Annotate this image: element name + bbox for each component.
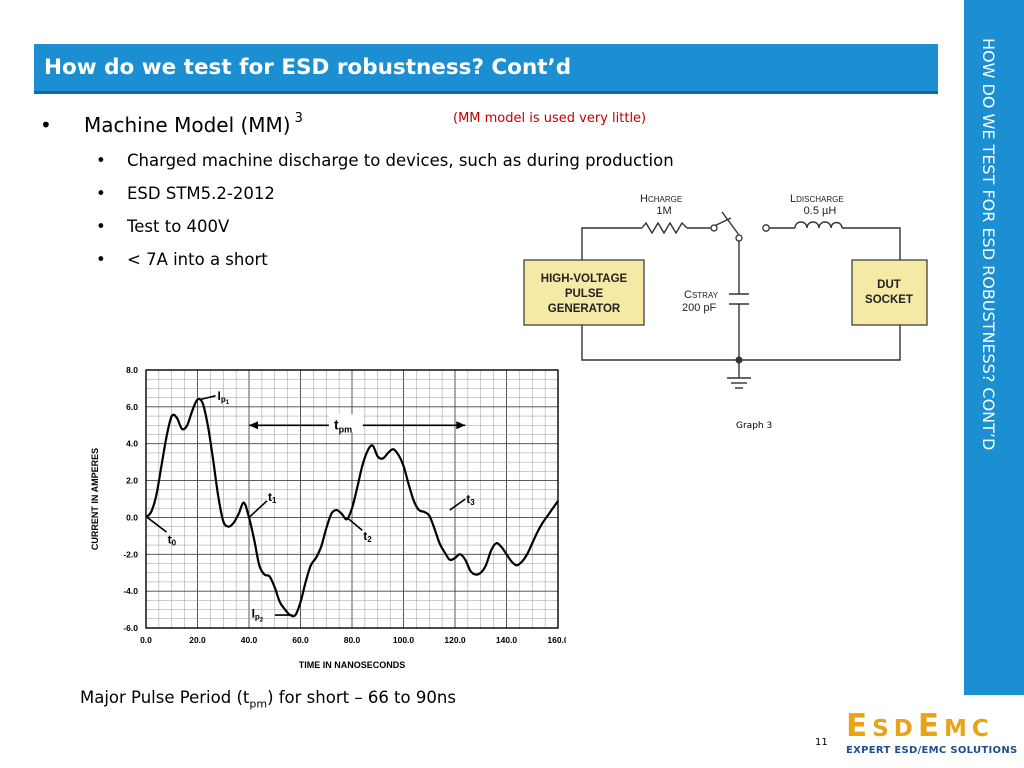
t2-label: t2 bbox=[363, 529, 372, 544]
c-stray-label: CSTRAY bbox=[684, 289, 719, 301]
l-discharge-value: 0.5 µH bbox=[804, 205, 837, 217]
x-tick-label: 80.0 bbox=[344, 635, 361, 645]
dut-box bbox=[851, 259, 928, 326]
bullet-dot: • bbox=[96, 250, 106, 269]
inductor-l-discharge bbox=[794, 221, 843, 229]
x-tick-label: 120.0 bbox=[444, 635, 466, 645]
c-stray-value: 200 pF bbox=[682, 302, 717, 314]
logo-tagline: EXPERT ESD/EMC SOLUTIONS bbox=[846, 745, 1018, 756]
current-waveform-line bbox=[145, 397, 559, 618]
x-tick-label: 60.0 bbox=[292, 635, 309, 645]
pulse-period-prefix: Major Pulse Period (t bbox=[80, 688, 250, 707]
x-tick-label: 100.0 bbox=[393, 635, 415, 645]
chart-annotations: Ip1 Ip2 t0 t1 t2 t3 tpm bbox=[146, 389, 475, 623]
y-tick-label: -2.0 bbox=[123, 549, 138, 559]
tpm-label-bg bbox=[328, 414, 363, 433]
ip1-leader bbox=[199, 395, 216, 401]
y-tick-label: 0.0 bbox=[126, 512, 138, 522]
x-tick-label: 160.0 bbox=[547, 635, 566, 645]
x-tick-label: 40.0 bbox=[241, 635, 258, 645]
t1-leader bbox=[248, 500, 268, 519]
side-title: HOW DO WE TEST FOR ESD ROBUSTNESS? CONT’… bbox=[979, 38, 998, 451]
main-bullet-label: Machine Model (MM) bbox=[84, 113, 291, 137]
h-charge-label: HCHARGE bbox=[640, 193, 682, 205]
x-axis-label: TIME IN NANOSECONDS bbox=[299, 660, 406, 670]
y-tick-label: 4.0 bbox=[126, 439, 138, 449]
bullet-dot: • bbox=[96, 184, 106, 203]
sub-bullet-text: Charged machine discharge to devices, su… bbox=[127, 151, 674, 170]
esdemc-logo: ESDEMC EXPERT ESD/EMC SOLUTIONS bbox=[846, 710, 1018, 756]
y-tick-label: 6.0 bbox=[126, 402, 138, 412]
main-bullet-superscript: 3 bbox=[294, 111, 303, 126]
y-tick-labels: 8.0 6.0 4.0 2.0 0.0 -2.0 -4.0 -6.0 bbox=[123, 365, 138, 633]
page-number: 11 bbox=[815, 737, 828, 748]
dut-label-line: DUT bbox=[877, 279, 901, 291]
sub-bullet-text: < 7A into a short bbox=[127, 250, 268, 269]
pulse-period-text: Major Pulse Period (tpm) for short – 66 … bbox=[80, 688, 456, 710]
resistor-h-charge bbox=[641, 221, 688, 235]
chart-grid bbox=[145, 369, 559, 629]
tpm-arrow-left bbox=[249, 421, 258, 430]
y-axis-label: CURRENT IN AMPERES bbox=[90, 448, 100, 550]
switch-blade bbox=[721, 211, 740, 236]
current-waveform-chart: 8.0 6.0 4.0 2.0 0.0 -2.0 -4.0 -6.0 0.0 20.0 40.0 6… bbox=[90, 365, 566, 670]
y-tick-label: 2.0 bbox=[126, 476, 138, 486]
bullet-dot: • bbox=[40, 113, 52, 137]
bullet-dot: • bbox=[96, 151, 106, 170]
slide-title: How do we test for ESD robustness? Cont’… bbox=[44, 55, 572, 80]
ip1-label: Ip1 bbox=[218, 389, 230, 406]
switch-contact-left bbox=[710, 224, 718, 232]
dut-label-line: SOCKET bbox=[865, 294, 913, 306]
t3-label: t3 bbox=[466, 492, 475, 507]
tpm-arrow-right bbox=[456, 421, 466, 430]
switch-contact-right bbox=[762, 224, 770, 232]
x-tick-label: 140.0 bbox=[496, 635, 518, 645]
pulse-period-sub: pm bbox=[249, 697, 268, 711]
t1-label: t1 bbox=[268, 490, 277, 505]
ip2-label: Ip2 bbox=[252, 606, 264, 623]
h-charge-value: 1M bbox=[656, 205, 671, 217]
generator-label-line: GENERATOR bbox=[548, 303, 621, 315]
ground-icon bbox=[727, 377, 751, 389]
plot-frame bbox=[145, 369, 559, 629]
x-tick-labels: 0.0 20.0 40.0 60.0 80.0 100.0 120.0 140.0 160.0 bbox=[140, 635, 566, 645]
switch-pivot bbox=[735, 234, 743, 242]
t0-leader bbox=[146, 516, 168, 533]
t0-label: t0 bbox=[168, 533, 177, 548]
y-tick-label: -6.0 bbox=[123, 623, 138, 633]
y-tick-label: 8.0 bbox=[126, 365, 138, 375]
title-bar: How do we test for ESD robustness? Cont’… bbox=[34, 44, 938, 94]
y-tick-label: -4.0 bbox=[123, 586, 138, 596]
mm-note: (MM model is used very little) bbox=[453, 111, 647, 126]
sub-bullet-text: Test to 400V bbox=[127, 217, 230, 236]
tpm-label: tpm bbox=[334, 416, 352, 434]
generator-box bbox=[523, 259, 645, 326]
t3-leader bbox=[449, 498, 466, 511]
graph-caption: Graph 3 bbox=[736, 421, 773, 431]
generator-label-line: HIGH-VOLTAGE bbox=[541, 273, 628, 285]
bullet-dot: • bbox=[96, 217, 106, 236]
sub-bullet-text: ESD STM5.2-2012 bbox=[127, 184, 275, 203]
pulse-period-suffix: ) for short – 66 to 90ns bbox=[267, 688, 456, 707]
main-bullet-text: Machine Model (MM) 3 bbox=[84, 111, 303, 137]
x-tick-label: 20.0 bbox=[189, 635, 206, 645]
junction-dot bbox=[735, 356, 743, 364]
t2-leader bbox=[346, 516, 363, 531]
l-discharge-label: LDISCHARGE bbox=[790, 193, 844, 205]
generator-label-line: PULSE bbox=[565, 288, 604, 300]
logo-wordmark: ESDEMC bbox=[846, 708, 994, 744]
x-tick-label: 0.0 bbox=[140, 635, 152, 645]
side-title-bar: HOW DO WE TEST FOR ESD ROBUSTNESS? CONT’… bbox=[964, 0, 1024, 695]
mm-circuit-diagram: HIGH-VOLTAGE PULSE GENERATOR DUT SOCKET … bbox=[523, 193, 928, 389]
